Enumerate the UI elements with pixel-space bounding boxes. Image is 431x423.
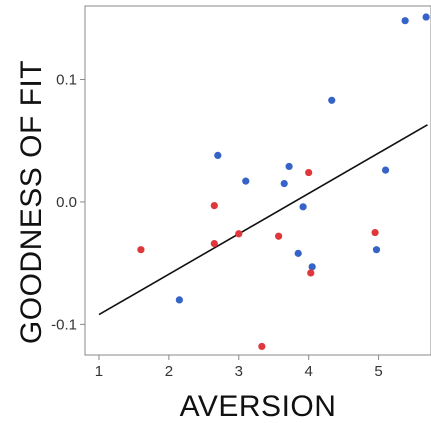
y-axis-title: GOODNESS OF FIT bbox=[15, 60, 48, 344]
red-data-point bbox=[137, 246, 145, 254]
red-data-point bbox=[210, 239, 218, 248]
blue-data-point bbox=[401, 17, 409, 25]
red-data-point bbox=[305, 168, 313, 177]
x-tick-label: 4 bbox=[305, 363, 313, 380]
y-axis-ticks: -0.1 0.0 0.1 bbox=[51, 71, 85, 333]
regression-line bbox=[98, 124, 428, 316]
regression-line-group bbox=[98, 124, 428, 316]
x-tick-label: 3 bbox=[235, 363, 243, 380]
blue-data-point bbox=[372, 246, 381, 254]
blue-data-point bbox=[328, 96, 336, 104]
blue-data-point bbox=[422, 13, 430, 21]
y-tick-label: 0.1 bbox=[56, 71, 77, 88]
y-tick-label: 0.0 bbox=[56, 194, 77, 211]
blue-data-point bbox=[294, 249, 302, 257]
red-data-point bbox=[210, 202, 218, 210]
blue-data-point bbox=[280, 179, 288, 188]
red-data-point bbox=[258, 342, 266, 351]
y-tick-label: -0.1 bbox=[51, 316, 77, 333]
x-tick-label: 1 bbox=[95, 363, 103, 380]
red-data-point bbox=[235, 230, 243, 238]
blue-data-point bbox=[299, 203, 307, 211]
blue-data-point bbox=[214, 151, 222, 159]
blue-data-point bbox=[285, 162, 293, 171]
blue-data-point bbox=[308, 263, 316, 271]
red-data-point bbox=[275, 232, 283, 240]
plot-frame bbox=[84, 5, 431, 356]
blue-data-point bbox=[175, 296, 183, 304]
red-data-point bbox=[307, 269, 315, 277]
blue-data-point bbox=[242, 177, 250, 185]
data-points bbox=[137, 13, 430, 351]
x-tick-label: 2 bbox=[165, 363, 173, 380]
x-axis-title: AVERSION bbox=[180, 390, 337, 423]
x-tick-label: 5 bbox=[374, 363, 382, 380]
red-data-point bbox=[371, 228, 379, 237]
blue-data-point bbox=[381, 166, 390, 174]
x-axis-ticks: 1 2 3 4 5 bbox=[95, 355, 383, 380]
